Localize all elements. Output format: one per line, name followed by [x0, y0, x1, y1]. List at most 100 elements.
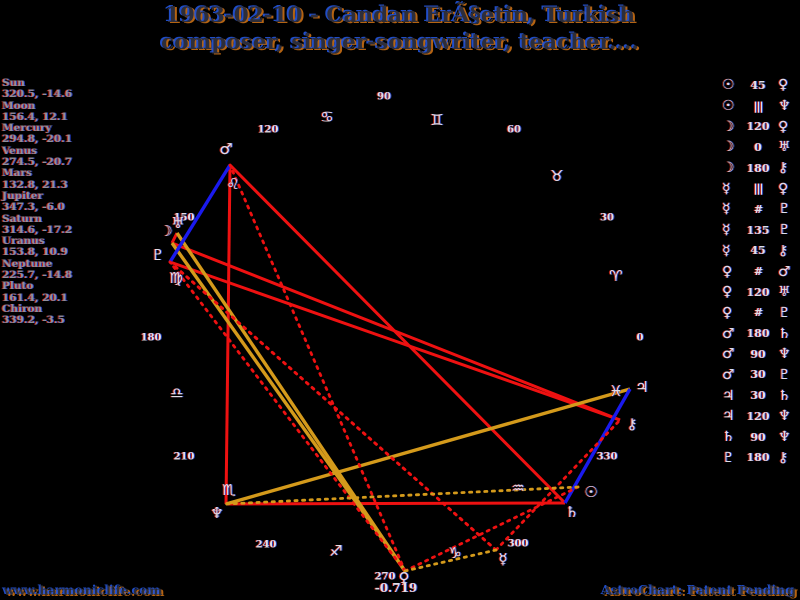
capricorn-sign-icon: ♑	[448, 544, 462, 562]
aspect-line-sun-venus	[403, 485, 580, 573]
venus-glyph: ♀	[722, 304, 733, 321]
planet-name-pluto: Pluto	[2, 280, 34, 293]
planet-position-panel: Sun 320.5, -14.6 Moon 156.4, 12.1 Mercury 294…	[2, 77, 73, 327]
aspect-symbol-90: 90	[750, 347, 766, 361]
aspect-symbol-180: 180	[746, 451, 770, 465]
planet-coords-chiron: 339.2, -3.5	[2, 314, 65, 327]
website-link[interactable]: www.harmoniclife.com	[4, 583, 163, 598]
planet-coords-neptune: 225.7, -14.8	[2, 269, 73, 282]
pisces-sign-icon: ♓	[609, 382, 623, 400]
aspect-line-mars-neptune	[224, 164, 232, 505]
aspect-row-mercury-chiron: ☿ 45 ⚷	[722, 241, 798, 262]
degree-label-270: 270	[374, 571, 396, 583]
aspect-line-mercury-venus	[403, 548, 498, 573]
neptune-glyph: ♆	[778, 408, 791, 425]
degree-label-60: 60	[507, 124, 521, 136]
chart-annotation-value: -0.719	[374, 581, 418, 595]
aspect-symbol-30: 30	[750, 368, 766, 382]
aspect-row-mercury-venus: ☿ ||| ♀	[722, 178, 798, 199]
aspect-row-moon-chiron: ☽ 180 ⚷	[722, 158, 798, 179]
aspect-line-mars-pluto	[168, 164, 232, 263]
moon-planet-icon: ☽	[159, 222, 173, 240]
aspect-row-sun-neptune: ☉ ||| ♆	[722, 96, 798, 117]
aspect-line-pluto-chiron	[169, 260, 621, 422]
aspect-row-mars-pluto: ♂ 30 ♇	[722, 365, 798, 386]
degree-label-120: 120	[257, 124, 279, 136]
saturn-planet-icon: ♄	[565, 503, 579, 521]
mercury-glyph: ☿	[722, 180, 731, 197]
degree-label-180: 180	[140, 332, 162, 344]
sun-glyph: ☉	[722, 77, 735, 94]
aspect-line-venus-pluto	[168, 260, 407, 573]
degree-label-0: 0	[636, 332, 644, 344]
saturn-glyph: ♄	[722, 429, 735, 446]
aspect-symbol-135: 135	[746, 223, 770, 237]
aspect-line-sun-neptune	[224, 485, 580, 506]
aspect-row-jupiter-saturn: ♃ 30 ♄	[722, 385, 798, 406]
planet-coords-saturn: 314.6, -17.2	[2, 223, 73, 236]
aspect-list-panel: ☉ 45 ♀ ☉ ||| ♆ ☽ 120 ♀ ☽ 0 ♅ ☽ 180 ⚷ ☿ ||| ♀ ☿ # ♇ ☿ 135 ♇ ☿ 45 ⚷ ♀…	[722, 75, 798, 468]
pluto-glyph: ♇	[778, 304, 791, 321]
saturn-glyph: ♄	[778, 387, 791, 404]
neptune-glyph: ♆	[778, 346, 791, 363]
aspect-line-uranus-venus	[175, 232, 407, 572]
aspect-symbol-contraparallel: #	[753, 306, 763, 320]
aspect-row-mercury-pluto: ☿ 135 ♇	[722, 220, 798, 241]
virgo-sign-icon: ♍	[169, 269, 183, 287]
moon-glyph: ☽	[722, 160, 735, 177]
degree-label-30: 30	[600, 212, 614, 224]
aspect-row-pluto-chiron: ♇ 180 ⚷	[722, 447, 798, 468]
aspect-line-jupiter-neptune	[225, 387, 631, 506]
planet-name-saturn: Saturn	[2, 212, 43, 225]
aspect-symbol-contraparallel: #	[753, 202, 763, 216]
mars-glyph: ♂	[722, 366, 735, 383]
aspect-row-mars-neptune: ♂ 90 ♆	[722, 344, 798, 365]
aspect-row-venus-pluto: ♀ # ♇	[722, 303, 798, 324]
chart-title-line1: 1963-02-10 - Candan ErÃ§etin, Turkish	[165, 3, 635, 28]
pluto-glyph: ♇	[778, 222, 791, 239]
planet-coords-venus: 274.5, -20.7	[2, 156, 73, 169]
degree-label-150: 150	[173, 212, 195, 224]
branding-text: AstroChart: Patent Pending	[602, 583, 796, 598]
planet-name-chiron: Chiron	[2, 302, 43, 315]
aspect-row-sun-venus: ☉ 45 ♀	[722, 75, 798, 96]
scorpio-sign-icon: ♏	[222, 481, 236, 499]
degree-label-90: 90	[377, 91, 391, 103]
planet-coords-uranus: 153.8, 10.9	[2, 246, 68, 259]
venus-glyph: ♀	[778, 118, 789, 135]
gemini-sign-icon: ♊	[430, 111, 444, 129]
aspect-symbol-0: 0	[754, 140, 762, 154]
venus-glyph: ♀	[778, 180, 789, 197]
aspect-row-jupiter-neptune: ♃ 120 ♆	[722, 406, 798, 427]
aspect-symbol-contraparallel: #	[753, 265, 763, 279]
aspect-symbol-45: 45	[750, 244, 766, 258]
jupiter-planet-icon: ♃	[635, 378, 649, 396]
aspect-line-mars-saturn	[228, 163, 567, 505]
jupiter-glyph: ♃	[722, 408, 735, 425]
jupiter-glyph: ♃	[722, 387, 735, 404]
aspect-symbol-parallel: |||	[753, 182, 763, 196]
neptune-glyph: ♆	[778, 98, 791, 115]
planet-coords-moon: 156.4, 12.1	[2, 110, 68, 123]
aspect-symbol-120: 120	[746, 409, 770, 423]
venus-planet-icon: ♀	[398, 569, 410, 587]
neptune-glyph: ♆	[778, 429, 791, 446]
pluto-glyph: ♇	[778, 201, 791, 218]
uranus-glyph: ♅	[778, 139, 791, 156]
aspect-symbol-90: 90	[750, 430, 766, 444]
aspect-row-mars-saturn: ♂ 180 ♄	[722, 323, 798, 344]
planet-name-mercury: Mercury	[2, 122, 52, 135]
planet-coords-jupiter: 347.3, -6.0	[2, 201, 65, 214]
aspect-row-venus-mars: ♀ # ♂	[722, 261, 798, 282]
aspect-symbol-180: 180	[746, 327, 770, 341]
venus-glyph: ♀	[722, 263, 733, 280]
chart-title-line2: composer, singer-songwriter, teacher....	[161, 30, 639, 55]
planet-coords-mercury: 294.8, -20.1	[2, 133, 73, 146]
planet-coords-mars: 132.8, 21.3	[2, 178, 68, 191]
mars-planet-icon: ♂	[219, 140, 233, 158]
venus-glyph: ♀	[778, 77, 789, 94]
chiron-planet-icon: ⚷	[626, 415, 638, 433]
taurus-sign-icon: ♉	[550, 167, 564, 185]
